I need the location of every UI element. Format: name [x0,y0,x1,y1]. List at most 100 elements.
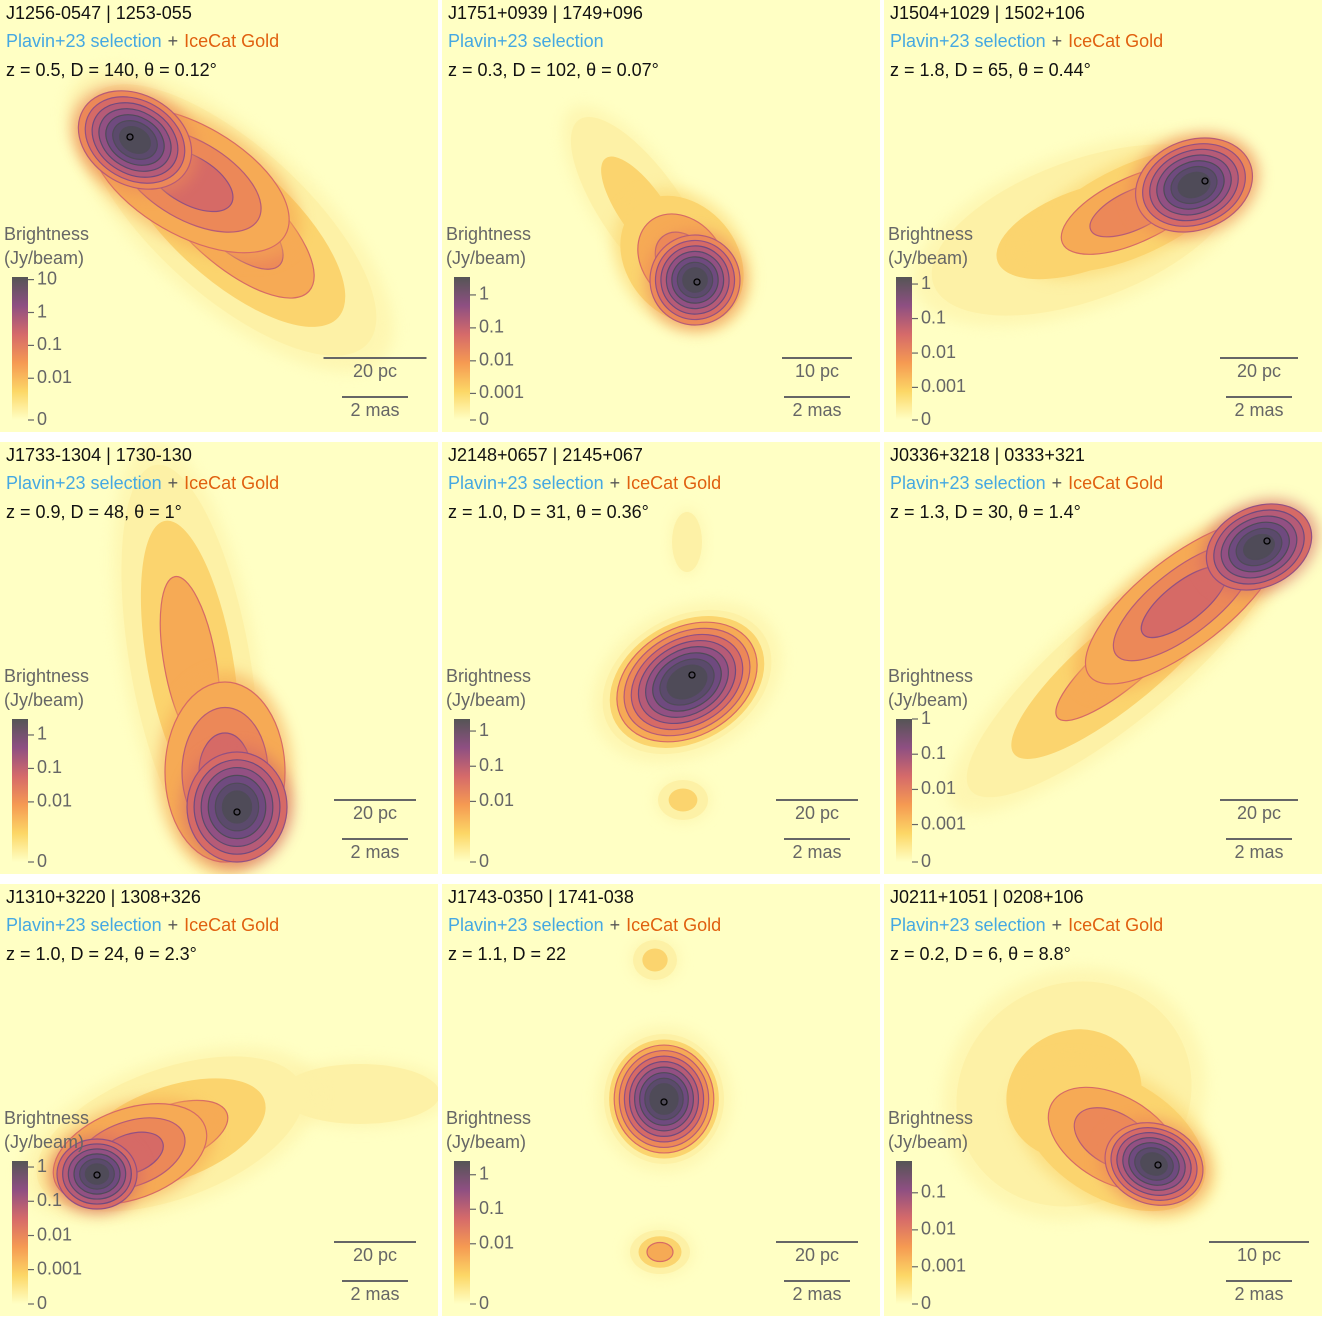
contour [668,788,698,812]
radio-image [592,508,782,823]
source-title: J1751+0939 | 1749+096 [448,3,643,23]
catalog: IceCat Gold [626,915,721,935]
panel: J1743-0350 | 1741-038 Plavin+23 selection… [442,884,880,1316]
parameters: z = 0.5, D = 140, θ = 0.12° [6,60,217,80]
scale-label-linear: 20 pc [353,803,397,823]
selection: Plavin+23 selection [448,473,604,493]
source-title: J1504+1029 | 1502+106 [890,3,1085,23]
colorbar-tick-label: 0.01 [479,350,514,370]
radio-image [596,937,732,1277]
colorbar-tick-label: 0.001 [37,1258,82,1278]
colorbar-tick-label: 0 [479,851,489,871]
panel: J0336+3218 | 0333+321 Plavin+23 selection… [884,442,1322,874]
selection-line: Plavin+23 selection + IceCat Gold [890,31,1163,51]
colorbar-tick-label: 0.001 [921,813,966,833]
source-title: J0336+3218 | 0333+321 [890,445,1085,465]
colorbar [12,1161,28,1304]
colorbar-label: Brightness [446,666,531,686]
catalog: IceCat Gold [1068,915,1163,935]
radio-image [66,67,394,373]
colorbar-tick-label: 0.001 [479,382,524,402]
radio-image [913,132,1260,326]
selection: Plavin+23 selection [6,915,162,935]
parameters: z = 1.1, D = 22 [448,944,566,964]
scale-label-angular: 2 mas [350,1284,399,1304]
parameters: z = 0.2, D = 6, θ = 8.8° [890,944,1071,964]
selection: Plavin+23 selection [890,31,1046,51]
colorbar [896,719,912,862]
colorbar-tick-label: 0.01 [479,1233,514,1253]
selection-line: Plavin+23 selection + IceCat Gold [6,31,279,51]
colorbar [454,719,470,862]
contour [642,948,668,972]
colorbar-tick-label: 0.01 [921,1219,956,1239]
contour [1140,1152,1168,1176]
colorbar-label: (Jy/beam) [4,1132,84,1152]
scale-label-linear: 20 pc [1237,803,1281,823]
selection-line: Plavin+23 selection + IceCat Gold [448,473,721,493]
scale-label-angular: 2 mas [1234,400,1283,420]
colorbar-tick-label: 1 [921,273,931,293]
colorbar-tick-label: 0 [37,851,47,871]
scale-label-angular: 2 mas [1234,842,1283,862]
selection-line: Plavin+23 selection + IceCat Gold [890,915,1163,935]
colorbar-tick-label: 0.01 [479,790,514,810]
colorbar-label: (Jy/beam) [888,1132,968,1152]
colorbar-label: Brightness [888,1108,973,1128]
colorbar-tick-label: 0 [921,851,931,871]
catalog: IceCat Gold [184,915,279,935]
catalog: IceCat Gold [626,473,721,493]
colorbar-tick-label: 0 [37,1293,47,1313]
colorbar-tick-label: 0.1 [479,755,504,775]
contour [1177,171,1211,199]
colorbar-tick-label: 0 [921,409,931,429]
parameters: z = 1.0, D = 31, θ = 0.36° [448,502,649,522]
catalog: IceCat Gold [184,473,279,493]
selection-line: Plavin+23 selection + IceCat Gold [6,473,279,493]
colorbar-tick-label: 1 [37,724,47,744]
source-title: J1743-0350 | 1741-038 [448,887,634,907]
colorbar-tick-label: 0 [37,409,47,429]
contour [646,1241,674,1263]
selection: Plavin+23 selection [6,31,162,51]
contour [221,790,253,824]
colorbar-tick-label: 0.1 [479,317,504,337]
colorbar-label: (Jy/beam) [446,248,526,268]
core [660,1098,668,1106]
separator: + [610,915,621,935]
scale-label-angular: 2 mas [792,400,841,420]
selection: Plavin+23 selection [448,915,604,935]
source-title: J0211+1051 | 0208+106 [890,887,1084,907]
panel: J1504+1029 | 1502+106 Plavin+23 selection… [884,0,1322,432]
colorbar-label: Brightness [4,224,89,244]
contour [280,1064,438,1124]
colorbar-tick-label: 0 [479,1293,489,1313]
colorbar-tick-label: 0.1 [921,743,946,763]
parameters: z = 0.9, D = 48, θ = 1° [6,502,182,522]
radio-image [113,442,293,874]
colorbar [896,277,912,420]
scale-label-linear: 10 pc [1237,1245,1281,1265]
colorbar-tick-label: 1 [37,1156,47,1176]
colorbar-tick-label: 0.001 [921,1256,966,1276]
separator: + [610,473,621,493]
colorbar-tick-label: 0.01 [37,791,72,811]
core [688,671,696,679]
radio-image [20,1047,438,1221]
selection: Plavin+23 selection [890,915,1046,935]
contour [666,664,708,700]
scale-label-linear: 20 pc [795,1245,839,1265]
colorbar-label: Brightness [888,666,973,686]
selection-line: Plavin+23 selection [448,31,604,51]
selection-line: Plavin+23 selection + IceCat Gold [6,915,279,935]
colorbar-tick-label: 0 [479,409,489,429]
core [126,133,134,141]
panel: J1256-0547 | 1253-055 Plavin+23 selection… [0,0,438,432]
colorbar-tick-label: 0.1 [37,1190,62,1210]
source-title: J1733-1304 | 1730-130 [6,445,192,465]
parameters: z = 1.0, D = 24, θ = 2.3° [6,944,197,964]
colorbar-label: Brightness [4,1108,89,1128]
radio-image [942,967,1217,1221]
colorbar-tick-label: 0 [921,1293,931,1313]
parameters: z = 1.8, D = 65, θ = 0.44° [890,60,1091,80]
